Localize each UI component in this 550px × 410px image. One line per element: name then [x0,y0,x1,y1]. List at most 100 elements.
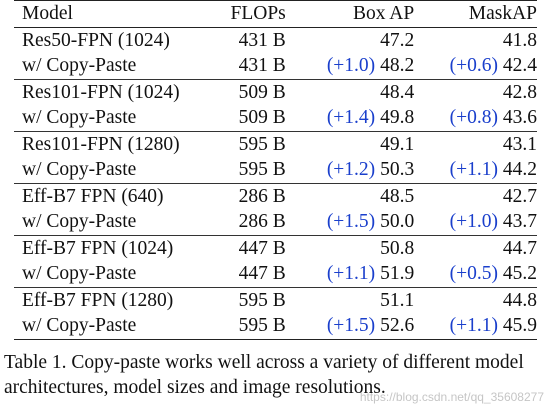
cell-model: Eff-B7 FPN (1024) [22,237,174,259]
table-header: Model FLOPs Box AP MaskAP [14,0,537,27]
mask-ap-delta: (+0.5) [449,263,498,284]
table-row-baseline: Eff-B7 FPN (1280) 595 B 51.1 44.8 [14,287,537,313]
mask-ap-delta: (+0.6) [449,55,498,76]
cell-mask-ap: 42.8 [502,81,537,103]
header-model: Model [22,3,73,24]
box-ap-delta: (+1.1) [326,263,376,284]
watermark: https://blog.csdn.net/qq_35608277 [359,390,544,404]
cell-mask-ap: (+1.1) 44.2 [414,157,537,183]
cell-box-ap: 50.8 [380,237,415,259]
cell-mask-ap: (+1.1) 45.9 [414,313,537,339]
box-ap-value: 51.9 [380,263,415,284]
results-table: Model FLOPs Box AP MaskAP Res50-FPN (102… [14,0,537,340]
results-table-container: Model FLOPs Box AP MaskAP Res50-FPN (102… [14,0,537,340]
header-flops: FLOPs [230,3,286,24]
cell-flops: 431 B [238,29,286,51]
mask-ap-delta: (+1.1) [449,159,498,180]
table-row-copy-paste: w/ Copy-Paste 431 B (+1.0) 48.2 (+0.6) 42.4 [14,53,537,79]
model-group: Eff-B7 FPN (640) 286 B 48.5 42.7 w/ Copy-Pas… [14,183,537,235]
box-ap-value: 49.8 [380,107,415,128]
mask-ap-delta: (+1.0) [449,211,498,232]
cell-flops: 595 B [238,289,286,311]
cell-box-ap: 48.4 [380,81,415,103]
cell-mask-ap: (+0.6) 42.4 [414,53,537,79]
cell-box-ap: 51.1 [380,289,415,311]
cell-flops: 595 B [238,159,286,180]
cell-box-ap: (+1.2) 50.3 [286,157,414,183]
box-ap-value: 50.3 [380,159,415,180]
cell-mask-ap: 42.7 [502,185,537,207]
cell-model: Res50-FPN (1024) [22,29,170,51]
box-ap-value: 48.2 [380,55,415,76]
cell-model: w/ Copy-Paste [22,211,137,232]
header-row: Model FLOPs Box AP MaskAP [14,0,537,27]
cell-model: Res101-FPN (1024) [22,81,180,103]
model-group: Eff-B7 FPN (1280) 595 B 51.1 44.8 w/ Copy-Pa… [14,287,537,339]
mask-ap-value: 43.7 [502,211,537,232]
cell-box-ap: 48.5 [380,185,415,207]
cell-flops: 595 B [238,133,286,155]
cell-flops: 286 B [238,211,286,232]
box-ap-value: 50.0 [380,211,415,232]
mask-ap-value: 45.2 [502,263,537,284]
cell-mask-ap: 41.8 [502,29,537,51]
cell-flops: 431 B [238,55,286,76]
cell-mask-ap: (+1.0) 43.7 [414,209,537,235]
table-row-baseline: Eff-B7 FPN (1024) 447 B 50.8 44.7 [14,235,537,261]
mask-ap-delta: (+0.8) [449,107,498,128]
cell-mask-ap: (+0.5) 45.2 [414,261,537,287]
cell-box-ap: (+1.0) 48.2 [286,53,414,79]
cell-flops: 595 B [238,315,286,336]
table-row-copy-paste: w/ Copy-Paste 509 B (+1.4) 49.8 (+0.8) 43.6 [14,105,537,131]
mask-ap-value: 45.9 [502,315,537,336]
cell-flops: 509 B [238,107,286,128]
cell-flops: 447 B [238,263,286,284]
cell-flops: 286 B [238,185,286,207]
mask-ap-delta: (+1.1) [449,315,498,336]
table-row-copy-paste: w/ Copy-Paste 286 B (+1.5) 50.0 (+1.0) 43.7 [14,209,537,235]
cell-model: w/ Copy-Paste [22,55,137,76]
table-row-baseline: Eff-B7 FPN (640) 286 B 48.5 42.7 [14,183,537,209]
cell-box-ap: (+1.5) 50.0 [286,209,414,235]
box-ap-delta: (+1.0) [326,55,376,76]
header-box-ap: Box AP [352,3,415,24]
mask-ap-value: 44.2 [502,159,537,180]
cell-mask-ap: 43.1 [502,133,537,155]
cell-model: Eff-B7 FPN (1280) [22,289,174,311]
mask-ap-value: 42.4 [502,55,537,76]
cell-mask-ap: 44.7 [502,237,537,259]
model-group: Eff-B7 FPN (1024) 447 B 50.8 44.7 w/ Copy-Pa… [14,235,537,287]
table-caption: Table 1. Copy-paste works well across a … [4,352,524,398]
cell-model: w/ Copy-Paste [22,159,137,180]
cell-box-ap: (+1.4) 49.8 [286,105,414,131]
box-ap-value: 52.6 [380,315,415,336]
model-group: Res101-FPN (1024) 509 B 48.4 42.8 w/ Copy-Pa… [14,79,537,131]
cell-box-ap: 47.2 [380,29,415,51]
box-ap-delta: (+1.4) [326,107,376,128]
cell-box-ap: (+1.5) 52.6 [286,313,414,339]
cell-model: w/ Copy-Paste [22,315,137,336]
table-row-copy-paste: w/ Copy-Paste 595 B (+1.2) 50.3 (+1.1) 44.2 [14,157,537,183]
box-ap-delta: (+1.5) [326,211,376,232]
cell-model: Res101-FPN (1280) [22,133,180,155]
cell-model: Eff-B7 FPN (640) [22,185,164,207]
model-group: Res50-FPN (1024) 431 B 47.2 41.8 w/ Copy-Pas… [14,27,537,79]
mask-ap-value: 43.6 [502,107,537,128]
table-row-baseline: Res101-FPN (1280) 595 B 49.1 43.1 [14,131,537,157]
model-group: Res101-FPN (1280) 595 B 49.1 43.1 w/ Copy-Pa… [14,131,537,183]
box-ap-delta: (+1.2) [326,159,376,180]
cell-box-ap: 49.1 [380,133,415,155]
cell-mask-ap: 44.8 [502,289,537,311]
cell-model: w/ Copy-Paste [22,263,137,284]
cell-box-ap: (+1.1) 51.9 [286,261,414,287]
table-row-baseline: Res50-FPN (1024) 431 B 47.2 41.8 [14,27,537,53]
cell-flops: 447 B [238,237,286,259]
box-ap-delta: (+1.5) [326,315,376,336]
table-row-baseline: Res101-FPN (1024) 509 B 48.4 42.8 [14,79,537,105]
cell-flops: 509 B [238,81,286,103]
table-row-copy-paste: w/ Copy-Paste 447 B (+1.1) 51.9 (+0.5) 45.2 [14,261,537,287]
cell-model: w/ Copy-Paste [22,107,137,128]
header-mask-ap: MaskAP [468,3,537,24]
table-row-copy-paste: w/ Copy-Paste 595 B (+1.5) 52.6 (+1.1) 45.9 [14,313,537,339]
cell-mask-ap: (+0.8) 43.6 [414,105,537,131]
